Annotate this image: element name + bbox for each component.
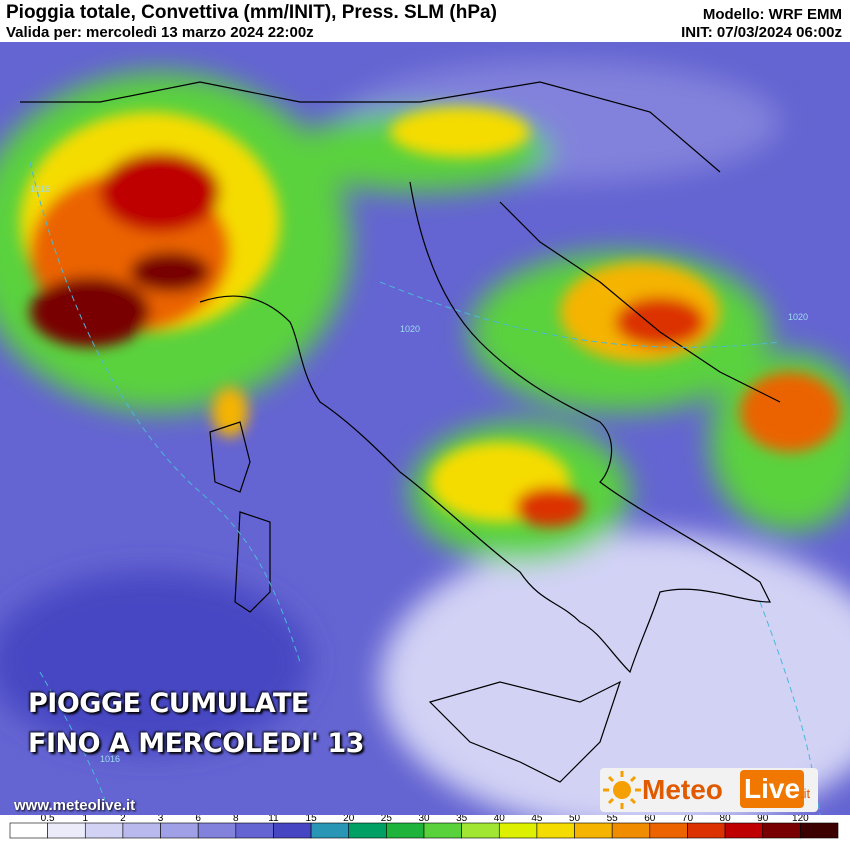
- legend-cell: [762, 822, 801, 839]
- legend-cell: [197, 822, 237, 839]
- overlay-line: FINO A MERCOLEDI' 13: [28, 728, 364, 759]
- isobar-label: 1016: [100, 754, 120, 764]
- legend-tick-label: 40: [494, 815, 506, 824]
- logo-meteo: Meteo: [642, 774, 723, 805]
- legend-cell: [724, 822, 764, 839]
- legend-tick-label: 60: [644, 815, 656, 824]
- legend-cell: [348, 822, 387, 839]
- legend-tick-label: 6: [195, 815, 201, 824]
- legend-tick-label: 0.5: [41, 815, 55, 824]
- legend-tick-label: 2: [120, 815, 126, 824]
- valid-time: Valida per: mercoledì 13 marzo 2024 22:0…: [6, 24, 314, 41]
- legend-cell: [423, 822, 462, 839]
- legend-cell: [47, 822, 86, 839]
- isobar-label: 1016: [30, 184, 50, 194]
- legend-cell: [800, 822, 839, 839]
- legend-tick-label: 20: [343, 815, 355, 824]
- logo-tld: .it: [800, 786, 811, 801]
- legend-tick-label: 50: [569, 815, 581, 824]
- legend-tick-label: 45: [531, 815, 543, 824]
- legend-cell: [574, 822, 613, 839]
- init: INIT: 07/03/2024 06:00z: [681, 24, 842, 41]
- legend-tick-label: 120: [792, 815, 809, 824]
- legend-tick-label: 25: [381, 815, 393, 824]
- model: Modello: WRF EMM: [702, 6, 842, 23]
- legend-cell: [235, 822, 274, 839]
- legend-cell: [9, 822, 48, 839]
- legend-cell: [310, 822, 350, 839]
- legend-tick-label: 3: [158, 815, 164, 824]
- legend-tick-label: 55: [607, 815, 619, 824]
- legend: 0.5 1 2 3 6 8 11 15 20 25 30 35 40 45 50 55 60 70 80 90 120: [9, 815, 839, 839]
- legend-cell: [160, 822, 199, 839]
- legend-cell: [273, 822, 312, 839]
- legend-cell: [498, 822, 538, 839]
- legend-tick-label: 70: [682, 815, 694, 824]
- legend-tick-label: 80: [720, 815, 732, 824]
- overlay-line: PIOGGE CUMULATE: [28, 688, 309, 719]
- legend-cell: [386, 822, 425, 839]
- legend-tick-label: 90: [757, 815, 769, 824]
- legend-tick-label: 8: [233, 815, 239, 824]
- legend-tick-label: 11: [268, 815, 279, 824]
- legend-cell: [649, 822, 688, 839]
- legend-cell: [687, 822, 726, 839]
- isobar-label: 1020: [788, 312, 808, 322]
- legend-cell: [122, 822, 161, 839]
- logo-sun: [603, 771, 641, 809]
- legend-tick-label: 1: [82, 815, 88, 824]
- title: Pioggia totale, Convettiva (mm/INIT), Pr…: [6, 2, 497, 23]
- rain-map: 1020 1020 1016 1016: [0, 42, 850, 815]
- legend-cell: [84, 822, 124, 839]
- legend-cell: [461, 822, 500, 839]
- website: www.meteolive.it: [14, 797, 136, 814]
- legend-tick-label: 15: [306, 815, 318, 824]
- legend-cell: [536, 822, 575, 839]
- legend-tick-label: 30: [418, 815, 430, 824]
- logo-live: Live: [740, 770, 805, 808]
- logo: Meteo Live .it: [600, 768, 818, 812]
- legend-cell: [611, 822, 651, 839]
- isobar-label: 1020: [400, 324, 420, 334]
- legend-tick-label: 35: [456, 815, 468, 824]
